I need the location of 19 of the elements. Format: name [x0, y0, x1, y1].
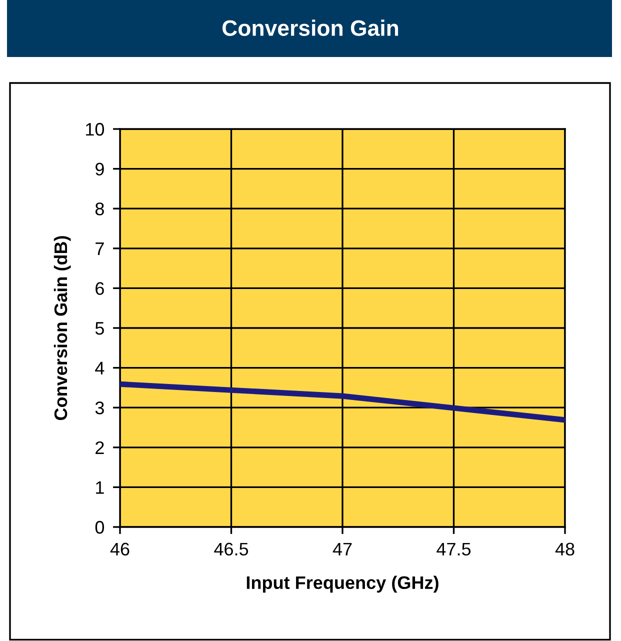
x-tick-label: 47.5: [436, 542, 471, 556]
y-tick-label: 1: [96, 481, 104, 494]
x-tick-label: 48: [555, 542, 574, 556]
y-tick-label: 7: [96, 242, 104, 255]
y-tick-label: 4: [95, 362, 104, 374]
y-axis-title: Conversion Gain (dB): [54, 236, 71, 420]
x-axis-title: Input Frequency (GHz): [246, 576, 438, 593]
chart-title: Conversion Gain: [222, 20, 398, 36]
y-tick-label: 5: [95, 322, 104, 335]
y-tick-label: 0: [95, 520, 104, 534]
y-tick-label: 9: [96, 162, 104, 176]
x-tick-label: 46.5: [214, 542, 248, 556]
y-tick-label: 3: [95, 402, 104, 414]
y-tick-label: 2: [96, 441, 104, 454]
x-tick-label: 46: [110, 542, 130, 556]
x-tick-label: 47: [332, 542, 352, 556]
y-tick-label: 10: [86, 122, 104, 136]
y-tick-label: 6: [96, 282, 104, 295]
y-tick-label: 8: [95, 202, 104, 216]
